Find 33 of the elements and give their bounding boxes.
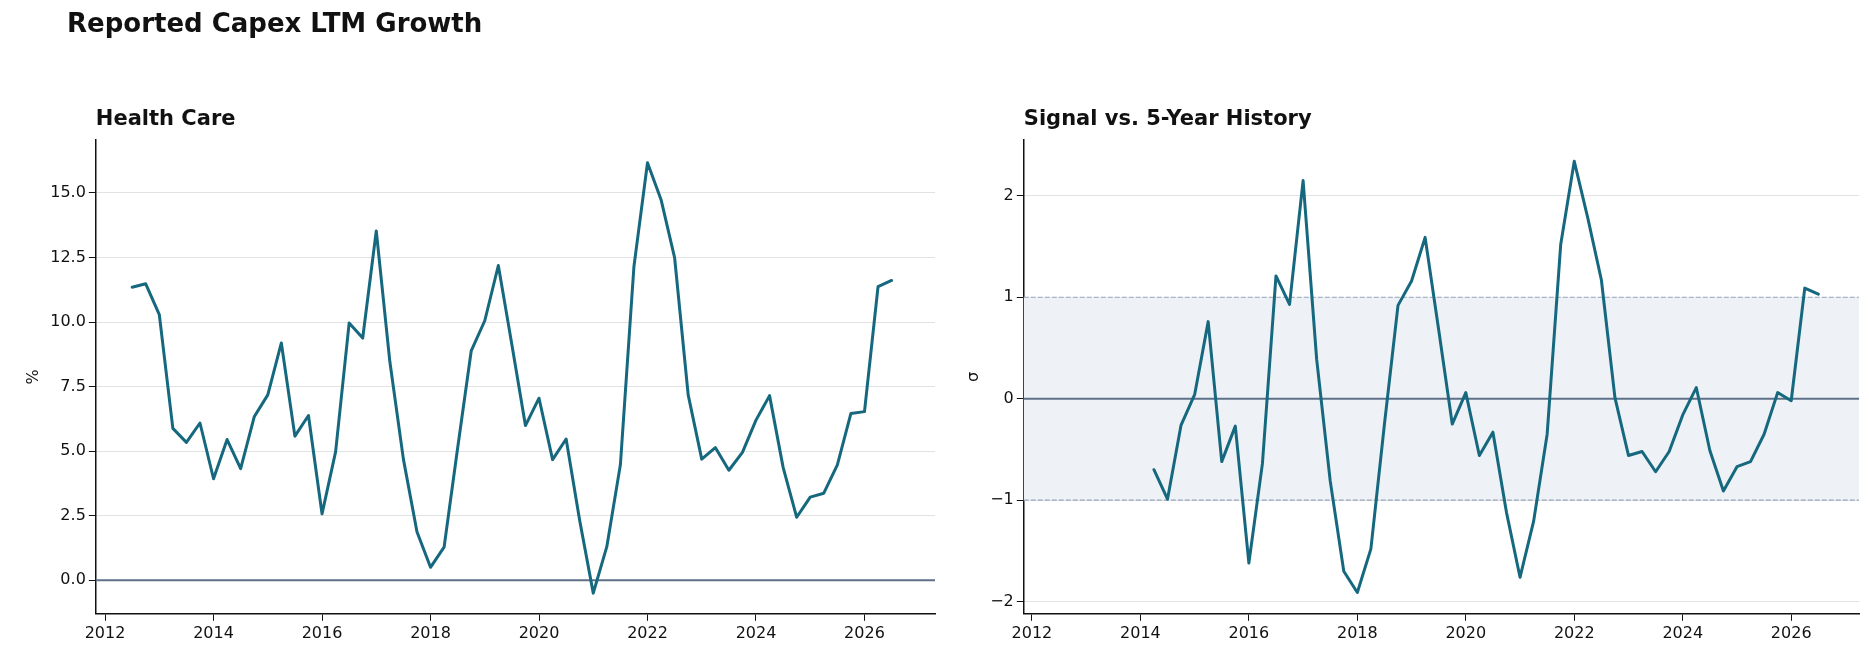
x-tick-label: 2016 xyxy=(301,622,343,642)
x-tick-label: 2020 xyxy=(518,622,560,642)
x-tick-label: 2012 xyxy=(1011,622,1053,642)
y-tick-label: 10.0 xyxy=(50,311,86,331)
y-tick-label: 12.5 xyxy=(50,246,86,266)
y-tick-label: −2 xyxy=(990,590,1014,610)
y-tick-label: 1 xyxy=(1003,286,1014,306)
y-tick-label: 2 xyxy=(1003,184,1014,204)
x-tick-label: 2016 xyxy=(1228,622,1270,642)
x-tick-label: 2020 xyxy=(1445,622,1487,642)
x-tick-label: 2018 xyxy=(410,622,451,642)
y-tick-label: 0.0 xyxy=(60,569,86,589)
x-tick-label: 2026 xyxy=(1770,622,1812,642)
x-tick-label: 2024 xyxy=(735,622,777,642)
y-tick-label: −1 xyxy=(990,489,1014,509)
y-tick-label: 2.5 xyxy=(60,504,86,524)
x-tick-label: 2022 xyxy=(1553,622,1595,642)
y-tick-label: 0 xyxy=(1003,387,1014,407)
y-axis-title: % xyxy=(22,369,42,385)
x-tick-label: 2026 xyxy=(844,622,885,642)
y-tick-label: 15.0 xyxy=(50,182,86,202)
chart-title: Reported Capex LTM Growth xyxy=(67,8,483,38)
chart-title: Signal vs. 5-Year History xyxy=(1023,106,1312,130)
x-tick-label: 2024 xyxy=(1662,622,1704,642)
chart-subtitle: Health Care xyxy=(95,106,236,130)
y-axis-title: σ xyxy=(962,371,982,382)
x-tick-label: 2012 xyxy=(84,622,126,642)
y-tick-label: 5.0 xyxy=(60,440,86,460)
x-tick-label: 2014 xyxy=(193,622,234,642)
y-tick-label: 7.5 xyxy=(60,375,86,395)
x-tick-label: 2014 xyxy=(1120,622,1161,642)
x-tick-label: 2022 xyxy=(627,622,668,642)
x-tick-label: 2018 xyxy=(1336,622,1378,642)
